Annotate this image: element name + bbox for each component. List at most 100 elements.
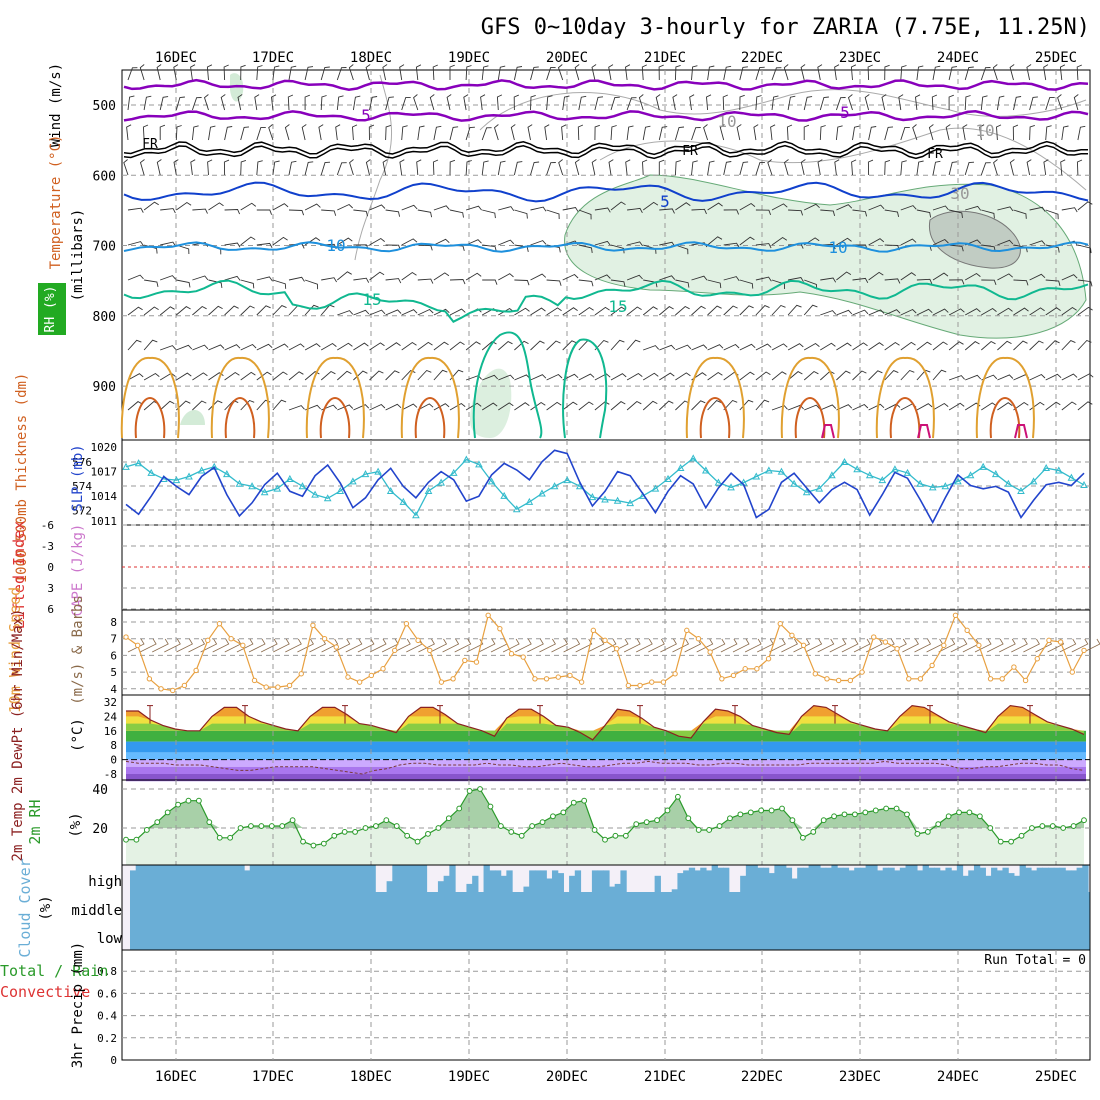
wind-barb <box>401 96 411 111</box>
wind-speed-point <box>392 647 398 654</box>
teal-blob <box>562 338 608 439</box>
heat-contour-inner <box>134 396 166 439</box>
wind-barb <box>836 237 852 246</box>
rh-point <box>383 817 390 824</box>
date-label-top: 18DEC <box>350 50 392 66</box>
wind-barb <box>385 370 400 381</box>
wind-barb <box>868 342 884 351</box>
dewpoint-line <box>125 760 1085 775</box>
wind-barb <box>659 275 676 281</box>
wind-barb <box>627 207 643 214</box>
wind-barb <box>240 343 257 351</box>
wind-barb <box>997 273 1013 281</box>
rh-point <box>279 823 286 829</box>
wind-barb <box>884 209 900 217</box>
upper-ylabel-temp: Temperature (°C) <box>48 135 64 270</box>
wind-barb <box>432 159 439 176</box>
wind-speed-point <box>134 642 141 649</box>
cloud-high-bar <box>762 867 770 892</box>
wind-barb <box>176 244 190 255</box>
thickness-point <box>1067 473 1076 481</box>
wind-barb <box>481 65 489 81</box>
wind-barb <box>399 159 405 176</box>
wind-barb <box>868 126 877 141</box>
wind-barb <box>868 204 885 211</box>
thickness-point <box>928 483 937 491</box>
wind-barb <box>594 240 611 246</box>
cloud-high-bar <box>723 867 730 892</box>
temp-band <box>126 766 1086 774</box>
wind-barb <box>510 124 516 141</box>
slp-ylabel: SLP (mb) <box>70 444 86 511</box>
cloud-high-bar <box>882 867 890 892</box>
date-label-top: 17DEC <box>252 50 294 66</box>
freezing-line <box>123 140 1088 156</box>
wind-barb <box>1029 401 1045 411</box>
rh-point <box>393 823 400 829</box>
isotherm-skyblue <box>123 241 1089 253</box>
temp-ylabel: 2m Temp 2m DewPt (6hr Min/Max) <box>10 609 26 862</box>
wind-barb <box>208 125 216 141</box>
slp-tick-label: 1020 <box>91 441 118 454</box>
wind-speed-point <box>333 644 339 650</box>
rh-point <box>456 805 463 812</box>
wind-speed-point <box>637 682 643 689</box>
date-label-bottom: 22DEC <box>741 1069 783 1085</box>
cloud-level-label: high <box>88 874 122 890</box>
thickness-point <box>424 486 433 495</box>
wind-barb <box>320 370 336 381</box>
cloud-high-bar <box>272 865 279 892</box>
wind-barb <box>691 208 707 215</box>
wind-barb <box>1029 340 1044 351</box>
rh-point <box>581 797 588 804</box>
cloud-high-bar <box>472 875 479 892</box>
thickness-point <box>954 477 962 485</box>
date-label-top: 22DEC <box>741 50 783 66</box>
wind-speed-point <box>824 676 830 682</box>
wind-barb <box>268 124 274 141</box>
wind-barb <box>176 279 191 288</box>
wind-barb <box>127 306 143 316</box>
contour-label: 10 <box>326 236 345 255</box>
wind-barb <box>382 64 388 81</box>
wind-speed-point <box>1046 637 1052 644</box>
precip-panel-frame <box>121 949 1091 1061</box>
cloud-high-bar <box>979 867 986 892</box>
rh-point <box>758 807 765 814</box>
wind-barb <box>574 159 580 176</box>
wind-barb <box>288 371 304 381</box>
wind-barb <box>980 67 991 81</box>
wind-barb <box>498 340 513 351</box>
wind-barb <box>997 239 1014 246</box>
wind-speed-point <box>427 647 433 654</box>
wind-barb <box>804 404 821 411</box>
cloud-high-bar <box>871 865 878 892</box>
contour-label: 10 <box>717 112 736 131</box>
wind-barb <box>691 65 698 81</box>
rh-point <box>872 807 879 814</box>
rh-point <box>643 819 650 826</box>
wind-barb <box>691 344 708 351</box>
wind-barb <box>1045 244 1060 253</box>
wind-barb <box>900 341 916 351</box>
wind-barb-10m <box>418 638 435 653</box>
wind-ylabel-left: 10m Wind Speed <box>6 587 24 713</box>
wind-barb <box>739 161 749 176</box>
rh-point <box>352 829 358 835</box>
wind-barb <box>658 64 664 81</box>
wind-barb <box>1043 159 1049 176</box>
wind-barb <box>884 278 901 284</box>
thickness-point <box>865 471 874 479</box>
wind-barb <box>578 373 595 381</box>
wind-barb <box>127 241 144 246</box>
cloud-high-bar <box>859 867 867 892</box>
wind-barb <box>625 159 631 176</box>
wind-barb-10m <box>478 638 496 653</box>
rh-point <box>300 838 306 845</box>
wind-barb <box>203 94 209 111</box>
cloud-high-bar <box>985 875 992 892</box>
rh-point <box>477 786 483 792</box>
cloud-high-bar <box>175 865 182 892</box>
isotherm-blue <box>123 181 1089 203</box>
cloud-high-bar <box>169 865 177 892</box>
